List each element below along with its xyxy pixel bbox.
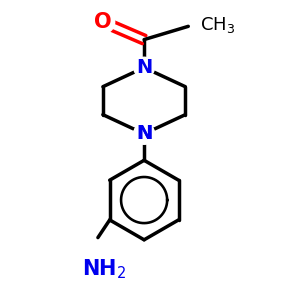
Circle shape [91,10,115,34]
Circle shape [134,124,154,144]
Text: N: N [136,124,152,143]
Circle shape [134,57,154,78]
Circle shape [134,124,154,144]
Text: O: O [94,12,112,32]
Text: N: N [136,124,152,143]
Text: N: N [136,58,152,77]
Text: CH$_3$: CH$_3$ [200,15,235,35]
Text: NH$_2$: NH$_2$ [82,257,127,281]
